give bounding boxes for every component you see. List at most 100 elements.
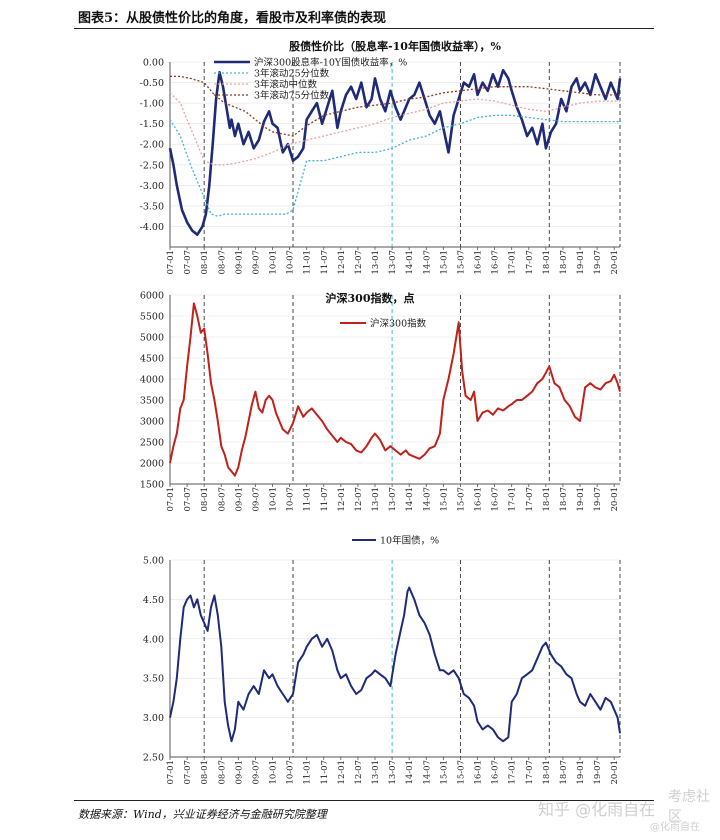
y-tick-label: 2.50 [143,753,164,764]
bottom-rule [74,800,654,801]
x-tick-label: 07-07 [183,250,193,275]
figure-title: 图表5：从股债性价比的角度，看股市及利率债的表现 [78,11,387,26]
y-tick-label: 4000 [140,375,164,386]
x-tick-label: 13-01 [371,250,381,275]
x-tick-label: 10-01 [269,250,279,275]
x-tick-label: 11-01 [303,250,313,275]
x-tick-label: 19-01 [576,760,586,785]
y-tick-label: 2500 [140,438,164,449]
x-tick-label: 07-07 [183,487,193,512]
x-tick-label: 16-07 [491,487,501,512]
x-tick-label: 14-07 [422,250,432,275]
x-tick-label: 08-01 [200,250,210,275]
x-tick-label: 14-01 [405,250,415,275]
y-tick-label: -1.50 [140,119,164,130]
x-tick-label: 08-07 [217,760,227,785]
top-rule [74,28,654,29]
legend-label: 3年滚动25分位数 [254,68,330,80]
legend-label: 10年国债，% [380,535,439,547]
x-tick-label: 14-01 [405,760,415,785]
series-line-1 [169,302,621,477]
y-tick-label: 5.00 [143,556,164,567]
chart-panel-1: 0.00 -0.50 -1.00 -1.50 -2.00 -2.50 -3.00 -3.50 -… [140,39,622,275]
x-tick-label: 12-01 [337,760,347,785]
x-tick-label: 09-07 [251,487,261,512]
x-tick-label: 16-01 [474,487,484,512]
x-tick-label: 16-07 [491,250,501,275]
x-tick-label: 14-01 [405,487,415,512]
x-tick-label: 11-07 [320,250,330,275]
x-tick-label: 08-07 [217,487,227,512]
x-tick-label: 13-07 [388,760,398,785]
y-tick-label: 6000 [140,291,164,302]
x-tick-label: 18-07 [559,487,569,512]
x-tick-label: 19-01 [576,487,586,512]
legend-label: 沪深300股息率-10Y国债收益率，% [254,57,407,69]
x-tick-label: 08-01 [200,487,210,512]
legend-label: 沪深300指数 [370,318,427,330]
x-tick-label: 18-07 [559,250,569,275]
y-tick-label: 3.50 [143,674,164,685]
x-tick-label: 19-07 [593,250,603,275]
x-tick-label: 10-01 [269,760,279,785]
x-tick-label: 15-01 [439,760,449,785]
x-tick-label: 11-01 [303,487,313,512]
y-tick-label: 2000 [140,459,164,470]
x-tick-label: 19-07 [593,487,603,512]
x-tick-label: 20-01 [610,760,620,785]
series-line-1 [168,68,622,236]
y-tick-label: 5500 [140,312,164,323]
x-tick-label: 17-07 [525,487,535,512]
x-tick-label: 09-01 [234,250,244,275]
x-tick-label: 12-01 [337,487,347,512]
x-tick-label: 07-01 [166,760,176,785]
watermark-author: @化雨自在 [650,822,700,833]
x-tick-label: 13-07 [388,250,398,275]
y-tick-label: -2.50 [140,160,164,171]
y-tick-label: 1500 [140,480,164,491]
x-tick-label: 12-07 [354,487,364,512]
x-tick-label: 16-07 [491,760,501,785]
y-tick-label: -3.00 [140,181,164,192]
x-tick-label: 17-01 [508,487,518,512]
y-tick-label: 4.00 [143,634,164,645]
y-tick-label: 4.50 [143,595,164,606]
x-tick-label: 12-07 [354,250,364,275]
y-tick-label: 0.00 [143,58,164,69]
y-tick-label: -2.00 [140,140,164,151]
x-tick-label: 17-01 [508,250,518,275]
x-tick-label: 09-01 [234,760,244,785]
x-tick-label: 15-07 [456,760,466,785]
chart-panel-2: 6000 5500 5000 4500 4000 3500 3000 2500 2000 1500… [140,291,621,512]
legend-label: 3年滚动75分位数 [254,90,330,102]
y-tick-label: -4.00 [140,222,164,233]
x-tick-label: 10-07 [286,250,296,275]
x-tick-label: 11-07 [320,760,330,785]
x-tick-label: 17-07 [525,760,535,785]
watermark-zhihu: 知乎 @化雨自在 [538,800,656,819]
x-tick-label: 19-01 [576,250,586,275]
x-tick-label: 09-07 [251,760,261,785]
x-tick-label: 07-07 [183,760,193,785]
x-tick-label: 13-07 [388,487,398,512]
x-tick-label: 11-07 [320,487,330,512]
x-tick-label: 09-07 [251,250,261,275]
x-tick-label: 08-07 [217,250,227,275]
y-tick-label: 5000 [140,333,164,344]
x-tick-label: 15-07 [456,250,466,275]
x-tick-label: 14-07 [422,760,432,785]
x-tick-label: 12-01 [337,250,347,275]
source-note: 数据来源：Wind，兴业证券经济与金融研究院整理 [78,808,327,821]
x-tick-label: 11-01 [303,760,313,785]
x-tick-label: 17-01 [508,760,518,785]
chart-title: 股债性价比（股息率-10年国债收益率），% [289,39,501,53]
x-tick-label: 13-01 [371,487,381,512]
x-tick-label: 10-01 [269,487,279,512]
x-tick-label: 08-01 [200,760,210,785]
x-tick-label: 20-01 [610,250,620,275]
x-tick-label: 15-07 [456,487,466,512]
x-tick-label: 16-01 [474,250,484,275]
x-tick-label: 12-07 [354,760,364,785]
x-tick-label: 19-07 [593,760,603,785]
